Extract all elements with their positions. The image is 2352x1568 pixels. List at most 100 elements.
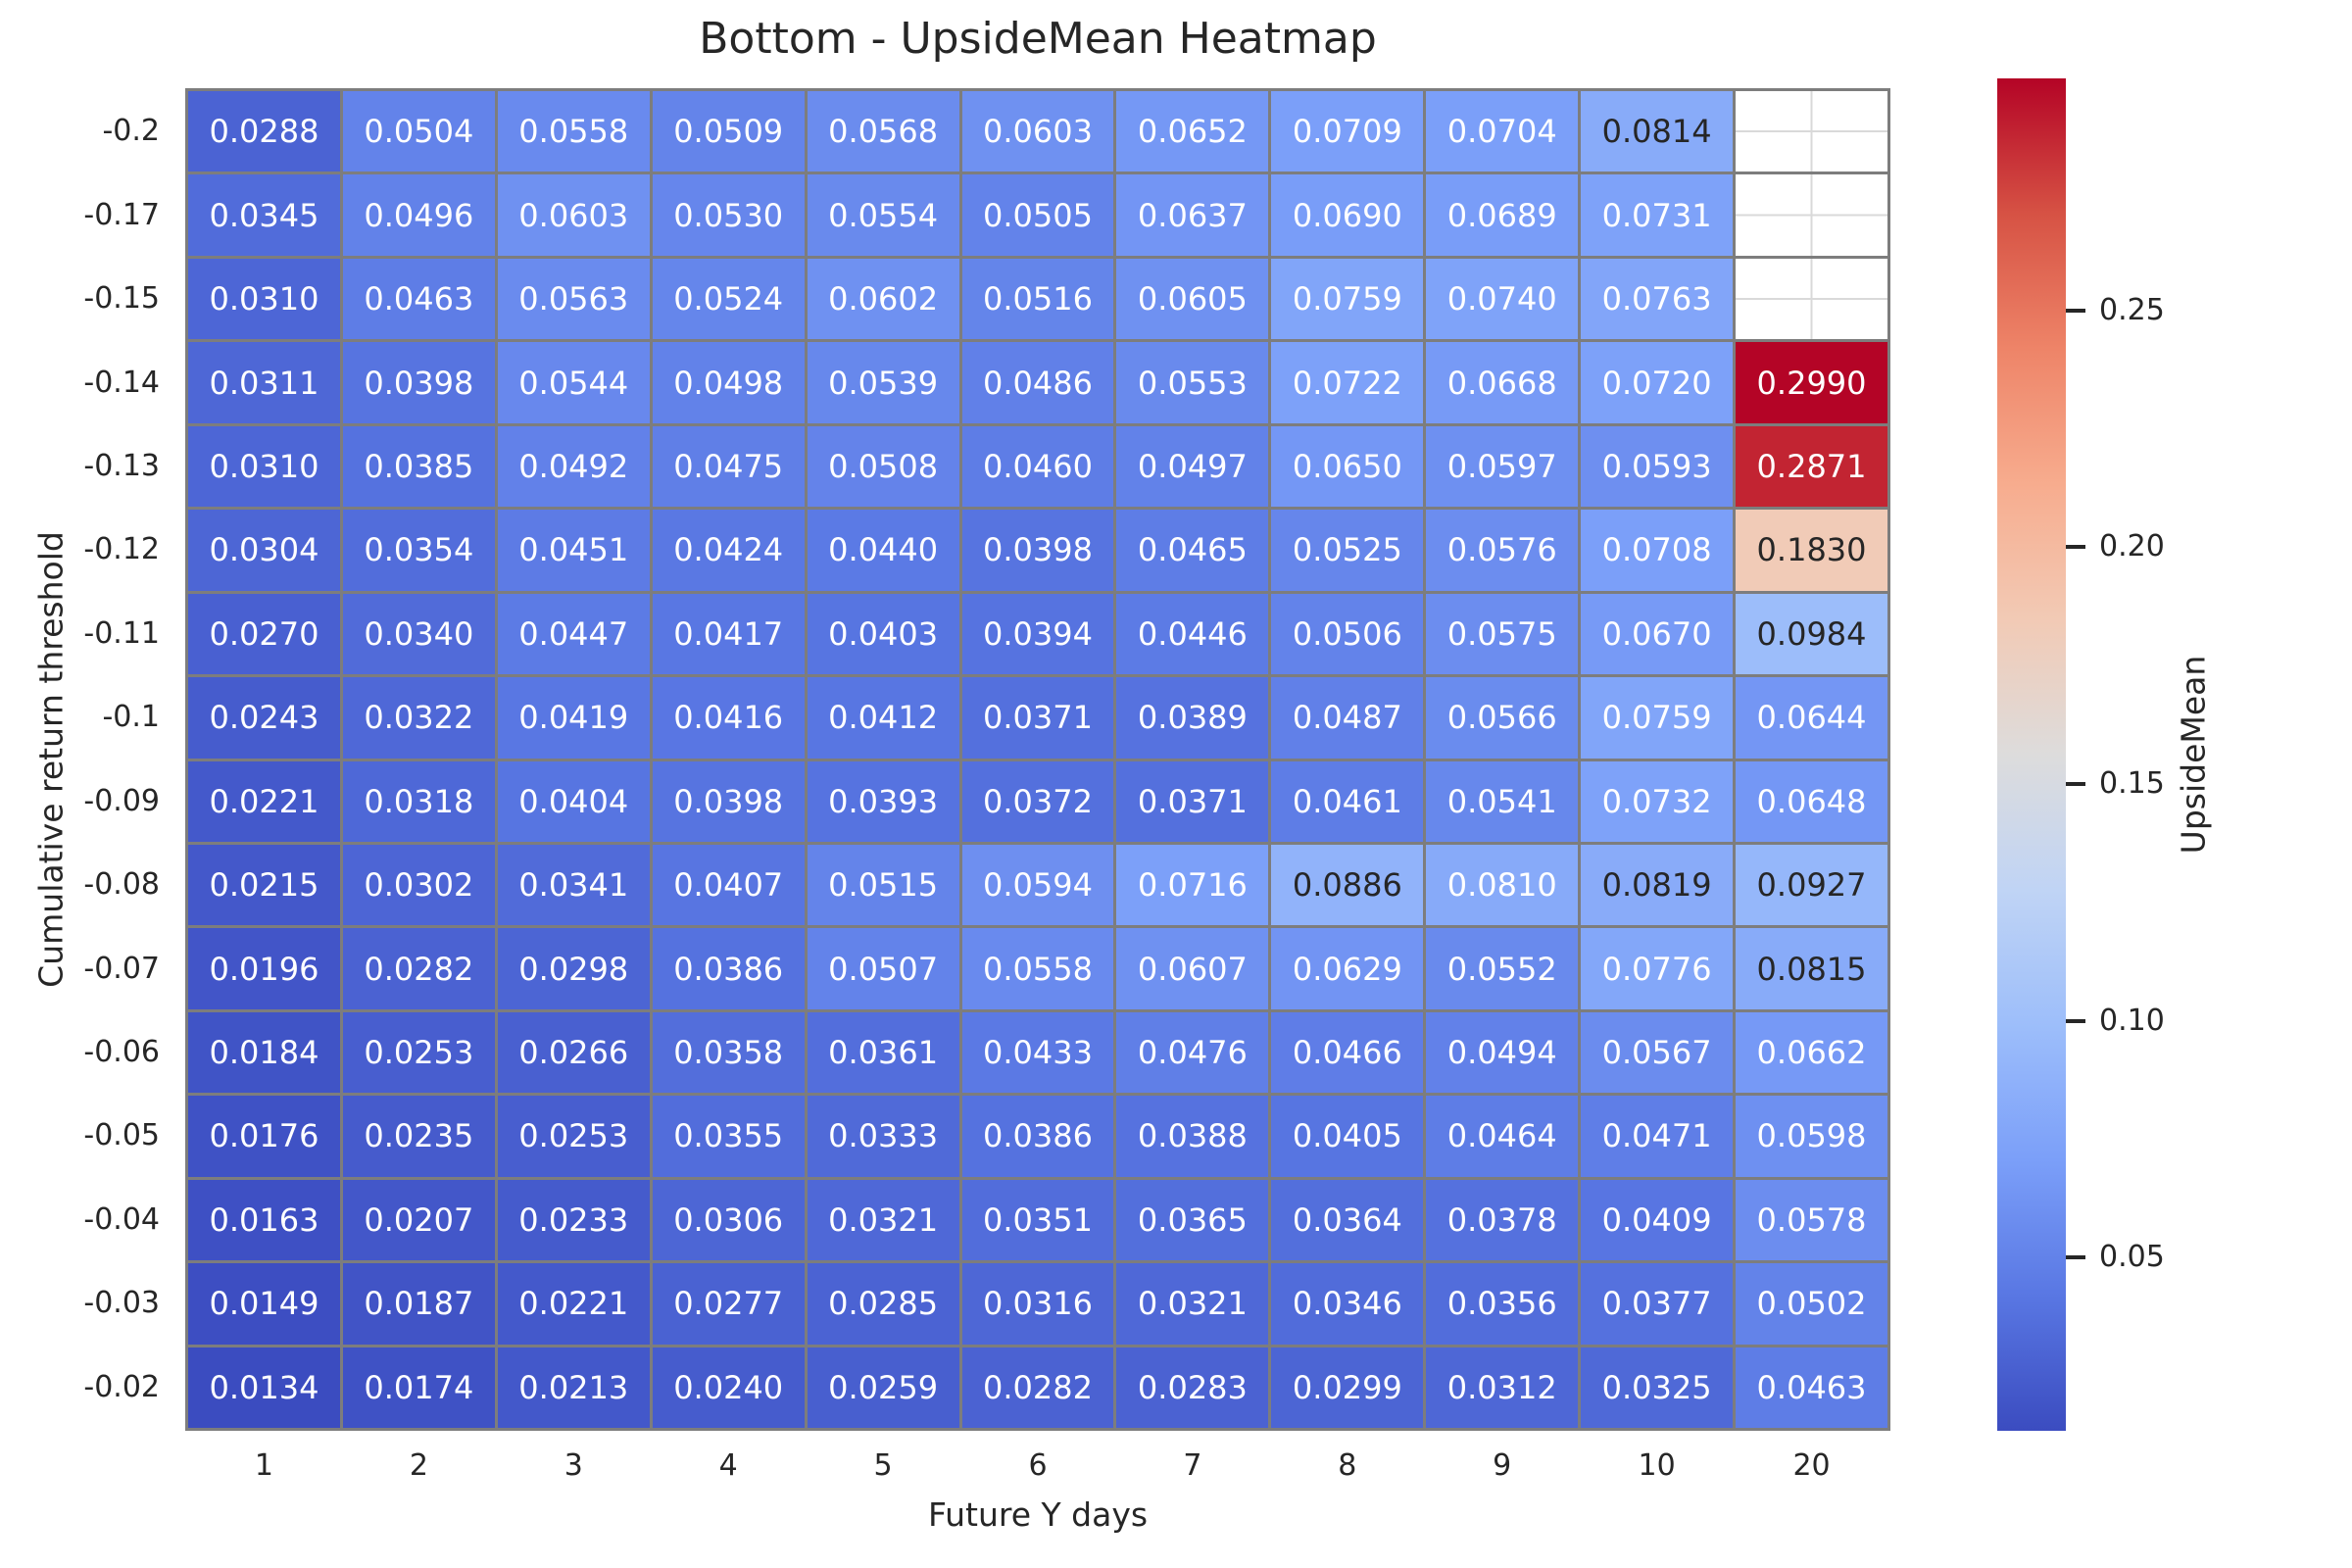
heatmap-cell: 0.0377: [1581, 1263, 1734, 1345]
heatmap-cell: 0.0492: [497, 425, 650, 508]
heatmap-cell: 0.0637: [1116, 174, 1269, 256]
heatmap-cell: 0.0174: [342, 1347, 495, 1428]
y-tick-label: -0.15: [83, 281, 160, 317]
heatmap-cell: 0.0496: [342, 174, 495, 256]
heatmap-cell: 0.0306: [652, 1179, 805, 1261]
heatmap-cell: 0.0417: [652, 593, 805, 675]
heatmap-cell: 0.0886: [1271, 844, 1424, 926]
x-tick-label: 5: [873, 1448, 893, 1483]
heatmap-cell: 0.0398: [961, 510, 1114, 591]
heatmap-cell: 0.0668: [1426, 342, 1579, 423]
colorbar-tick-mark: [2066, 545, 2085, 550]
heatmap-cell: 0.0984: [1736, 593, 1887, 675]
heatmap-cell: 0.0494: [1426, 1011, 1579, 1094]
heatmap-cell: 0.0544: [497, 342, 650, 423]
heatmap-cell: 0.0759: [1271, 258, 1424, 340]
heatmap-cell: 0.0464: [1426, 1096, 1579, 1177]
y-tick-label: -0.2: [102, 114, 160, 149]
heatmap-cell: 0.0463: [342, 258, 495, 340]
heatmap-cell: 0.0378: [1426, 1179, 1579, 1261]
heatmap-cell: 0.0282: [342, 928, 495, 1009]
heatmap-cell: 0.0310: [188, 258, 340, 340]
heatmap-cell: 0.0419: [497, 677, 650, 759]
heatmap-cell: 0.0552: [1426, 928, 1579, 1009]
heatmap-cell: 0.0233: [497, 1179, 650, 1261]
heatmap-cell: 0.0253: [497, 1096, 650, 1177]
heatmap-cell: 0.0720: [1581, 342, 1734, 423]
heatmap-cell: 0.0593: [1581, 425, 1734, 508]
heatmap-cell: 0.0508: [807, 425, 959, 508]
heatmap-cell: 0.0266: [497, 1011, 650, 1094]
heatmap-cell: 0.0648: [1736, 760, 1887, 842]
heatmap-cell: 0.0476: [1116, 1011, 1269, 1094]
colorbar-gradient: [1997, 78, 2066, 1431]
heatmap-cell: 0.0487: [1271, 677, 1424, 759]
heatmap-cell: 0.0354: [342, 510, 495, 591]
heatmap-cell: 0.0356: [1426, 1263, 1579, 1345]
heatmap-cell: 0.0398: [342, 342, 495, 423]
heatmap-cell: 0.0504: [342, 91, 495, 172]
heatmap-cell: 0.0568: [807, 91, 959, 172]
x-tick-label: 3: [564, 1448, 583, 1483]
heatmap-cell: 0.0776: [1581, 928, 1734, 1009]
heatmap-cell: 0.0235: [342, 1096, 495, 1177]
colorbar-tick-label: 0.05: [2099, 1240, 2165, 1275]
x-tick-label: 8: [1338, 1448, 1357, 1483]
heatmap-cell: 0.0505: [961, 174, 1114, 256]
heatmap-cell: 0.0240: [652, 1347, 805, 1428]
heatmap-cell: 0.0722: [1271, 342, 1424, 423]
heatmap-cell: 0.0371: [961, 677, 1114, 759]
heatmap-cell: 0.0507: [807, 928, 959, 1009]
x-tick-label: 6: [1028, 1448, 1048, 1483]
heatmap-cell: 0.0530: [652, 174, 805, 256]
heatmap-cell: 0.0316: [961, 1263, 1114, 1345]
heatmap-cell: 0.0563: [497, 258, 650, 340]
y-tick-label: -0.09: [83, 783, 160, 818]
heatmap-cell: 0.0398: [652, 760, 805, 842]
heatmap-cell: 0.0364: [1271, 1179, 1424, 1261]
heatmap-cell: 0.0351: [961, 1179, 1114, 1261]
heatmap-cell: 0.0361: [807, 1011, 959, 1094]
heatmap-cell: 0.0578: [1736, 1179, 1887, 1261]
heatmap-cell: 0.0460: [961, 425, 1114, 508]
heatmap-cell: [1736, 258, 1887, 340]
heatmap-cell: 0.0502: [1736, 1263, 1887, 1345]
y-tick-label: -0.05: [83, 1118, 160, 1153]
heatmap-cell: 0.0652: [1116, 91, 1269, 172]
heatmap-cell: 0.0670: [1581, 593, 1734, 675]
y-tick-label: -0.03: [83, 1286, 160, 1321]
heatmap-cell: 0.0176: [188, 1096, 340, 1177]
heatmap-cell: 0.0927: [1736, 844, 1887, 926]
heatmap-cell: 0.0243: [188, 677, 340, 759]
heatmap-cell: 0.0412: [807, 677, 959, 759]
heatmap-cell: 0.0644: [1736, 677, 1887, 759]
x-tick-label: 7: [1183, 1448, 1202, 1483]
heatmap-cell: 0.0311: [188, 342, 340, 423]
heatmap-cell: 0.0213: [497, 1347, 650, 1428]
heatmap-cell: 0.0215: [188, 844, 340, 926]
x-tick-label: 1: [254, 1448, 273, 1483]
x-tick-label: 10: [1638, 1448, 1676, 1483]
chart-title: Bottom - UpsideMean Heatmap: [699, 14, 1377, 64]
heatmap-cell: 0.0386: [652, 928, 805, 1009]
colorbar-tick-label: 0.10: [2099, 1003, 2165, 1038]
heatmap-cell: [1736, 174, 1887, 256]
heatmap-cell: 0.0346: [1271, 1263, 1424, 1345]
heatmap-cell: 0.0732: [1581, 760, 1734, 842]
y-tick-label: -0.14: [83, 365, 160, 400]
heatmap-cell: 0.0416: [652, 677, 805, 759]
heatmap-cell: 0.0597: [1426, 425, 1579, 508]
heatmap-cell: 0.0731: [1581, 174, 1734, 256]
heatmap-cell: 0.0498: [652, 342, 805, 423]
heatmap-cell: 0.0371: [1116, 760, 1269, 842]
heatmap-cell: 0.0365: [1116, 1179, 1269, 1261]
heatmap-cell: 0.0451: [497, 510, 650, 591]
heatmap-cell: 0.0704: [1426, 91, 1579, 172]
heatmap-cell: 0.0388: [1116, 1096, 1269, 1177]
heatmap-cell: 0.0709: [1271, 91, 1424, 172]
heatmap-cell: 0.0277: [652, 1263, 805, 1345]
heatmap-cell: 0.0815: [1736, 928, 1887, 1009]
heatmap-cell: 0.0184: [188, 1011, 340, 1094]
heatmap-cell: 0.0270: [188, 593, 340, 675]
heatmap-cell: 0.0558: [961, 928, 1114, 1009]
